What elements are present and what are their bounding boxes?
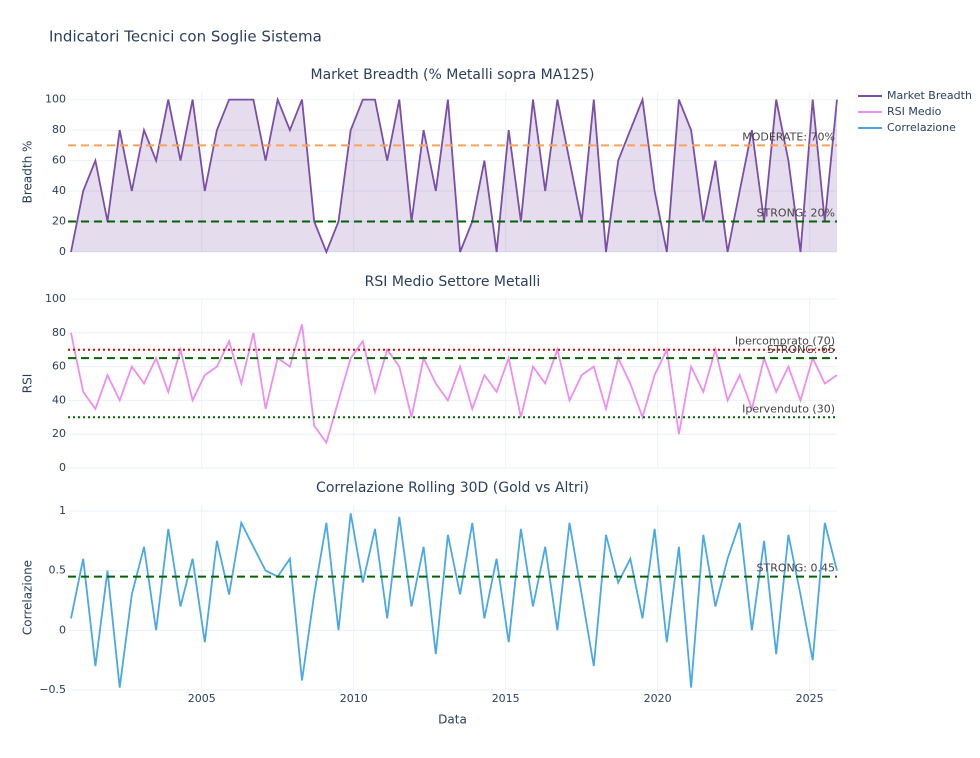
- subplot-title: RSI Medio Settore Metalli: [365, 274, 541, 290]
- y-axis-label: RSI: [21, 374, 35, 394]
- line: [70, 513, 838, 688]
- line: [70, 324, 838, 445]
- threshold-label: STRONG: 20%: [757, 207, 835, 220]
- y-tick-label: −0.5: [39, 683, 66, 696]
- y-tick-label: 80: [52, 123, 66, 136]
- legend-label: Market Breadth: [887, 89, 972, 102]
- y-tick-label: 100: [45, 93, 66, 106]
- x-tick-label: 2005: [188, 692, 216, 705]
- threshold-label: STRONG: 0.45: [757, 562, 835, 575]
- y-tick-label: 100: [45, 292, 66, 305]
- y-tick-label: 80: [52, 326, 66, 339]
- subplot-title: Market Breadth (% Metalli sopra MA125): [311, 67, 595, 83]
- y-tick-label: 20: [52, 427, 66, 440]
- subplot-title: Correlazione Rolling 30D (Gold vs Altri): [316, 480, 589, 496]
- y-tick-label: 0: [59, 461, 66, 474]
- y-tick-label: 0: [59, 245, 66, 258]
- x-tick-label: 2025: [796, 692, 824, 705]
- threshold-label: MODERATE: 70%: [742, 130, 835, 143]
- threshold-label: Ipervenduto (30): [742, 402, 835, 415]
- x-tick-label: 2015: [492, 692, 520, 705]
- y-axis-label: Breadth %: [21, 141, 35, 204]
- y-tick-label: 60: [52, 154, 66, 167]
- y-tick-label: 0.5: [49, 564, 67, 577]
- legend-label: RSI Medio: [887, 105, 942, 118]
- y-tick-label: 60: [52, 360, 66, 373]
- x-axis-label: Data: [438, 713, 467, 727]
- threshold-label: STRONG: 65: [767, 343, 835, 356]
- y-tick-label: 40: [52, 393, 66, 406]
- area: [71, 99, 837, 252]
- threshold-label: Ipercomprato (70): [735, 335, 835, 348]
- y-tick-label: 0: [59, 623, 66, 636]
- y-tick-label: 20: [52, 215, 66, 228]
- x-tick-label: 2020: [644, 692, 672, 705]
- y-axis-label: Correlazione: [21, 560, 35, 635]
- y-tick-label: 1: [59, 504, 66, 517]
- y-tick-label: 40: [52, 184, 66, 197]
- legend-label: Correlazione: [887, 121, 956, 134]
- x-tick-label: 2010: [340, 692, 368, 705]
- page-title: Indicatori Tecnici con Soglie Sistema: [49, 28, 322, 46]
